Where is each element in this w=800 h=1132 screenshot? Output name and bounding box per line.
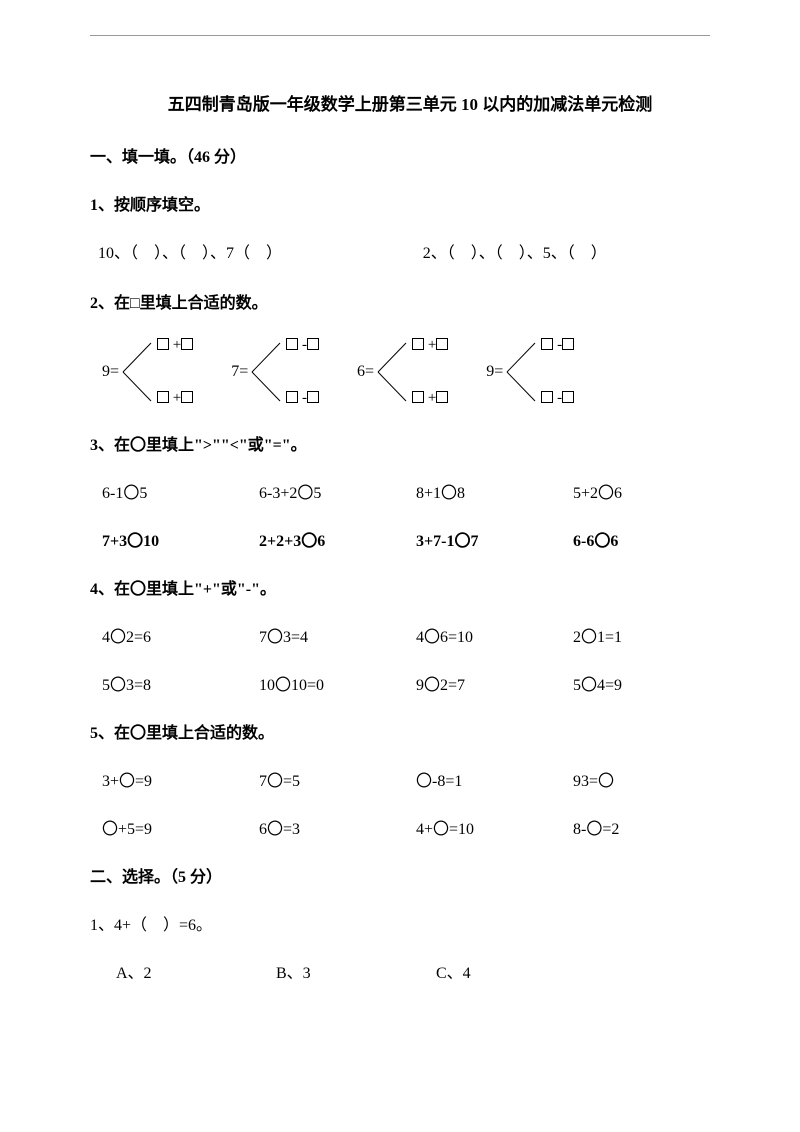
q4-r1-c2: 7〇3=4: [259, 623, 416, 647]
q2-branch-4-bot: -: [541, 390, 574, 407]
q4-heading: 4、在〇里填上"+"或"-"。: [90, 575, 730, 599]
q2-branch-2: 7= - -: [231, 337, 319, 407]
q2-branch-3-top: +: [412, 337, 448, 354]
q2-branch-1-bot: +: [157, 390, 193, 407]
q4-row1: 4〇2=6 7〇3=4 4〇6=10 2〇1=1: [102, 623, 730, 647]
q2-branch-3-bot: +: [412, 390, 448, 407]
q1-row: 10、（ ）、（ ）、7（ ） 2、（ ）、（ ）、5、（ ）: [90, 239, 730, 263]
q3-r2-c1: 7+3〇10: [102, 527, 259, 551]
q5-row1: 3+〇=9 7〇=5 〇-8=1 93=〇: [102, 767, 730, 791]
q4-r1-c4: 2〇1=1: [573, 623, 730, 647]
q2-branch-4-top: -: [541, 337, 574, 354]
q5-heading: 5、在〇里填上合适的数。: [90, 719, 730, 743]
mc1-options: A、2 B、3 C、4: [116, 959, 730, 983]
q2-branch-2-lhs: 7=: [231, 363, 250, 381]
mc1-heading: 1、4+（ ）=6。: [90, 911, 730, 935]
q2-branch-1-top: +: [157, 337, 193, 354]
q4-r2-c3: 9〇2=7: [416, 671, 573, 695]
mc1-opt-c: C、4: [436, 959, 596, 983]
q3-r1-c1: 6-1〇5: [102, 479, 259, 503]
q5-r1-c2: 7〇=5: [259, 767, 416, 791]
q1-left: 10、（ ）、（ ）、7（ ）: [90, 239, 423, 263]
branch-lines-icon: [505, 337, 539, 407]
section-1-heading: 一、填一填。（46 分）: [90, 143, 730, 167]
page-title: 五四制青岛版一年级数学上册第三单元 10 以内的加减法单元检测: [90, 90, 730, 115]
q3-r2-c3: 3+7-1〇7: [416, 527, 573, 551]
q2-branches: 9= + + 7= - - 6= + + 9=: [102, 337, 730, 407]
q1-right: 2、（ ）、（ ）、5、（ ）: [423, 239, 730, 263]
q1-heading: 1、按顺序填空。: [90, 191, 730, 215]
q3-row1: 6-1〇5 6-3+2〇5 8+1〇8 5+2〇6: [102, 479, 730, 503]
mc1-opt-a: A、2: [116, 959, 276, 983]
q5-r2-c3: 4+〇=10: [416, 815, 573, 839]
q4-r2-c1: 5〇3=8: [102, 671, 259, 695]
q3-r2-c4: 6-6〇6: [573, 527, 730, 551]
q2-branch-4-lhs: 9=: [486, 363, 505, 381]
q3-r2-c2: 2+2+3〇6: [259, 527, 416, 551]
q5-r2-c4: 8-〇=2: [573, 815, 730, 839]
q2-branch-1: 9= + +: [102, 337, 193, 407]
q2-branch-1-lhs: 9=: [102, 363, 121, 381]
q3-row2: 7+3〇10 2+2+3〇6 3+7-1〇7 6-6〇6: [102, 527, 730, 551]
q5-r2-c1: 〇+5=9: [102, 815, 259, 839]
q4-r1-c1: 4〇2=6: [102, 623, 259, 647]
page-top-rule: [90, 35, 710, 36]
q2-branch-4: 9= - -: [486, 337, 574, 407]
q5-r1-c3: 〇-8=1: [416, 767, 573, 791]
q2-branch-2-bot: -: [286, 390, 319, 407]
q3-r1-c2: 6-3+2〇5: [259, 479, 416, 503]
q4-row2: 5〇3=8 10〇10=0 9〇2=7 5〇4=9: [102, 671, 730, 695]
q2-heading: 2、在□里填上合适的数。: [90, 289, 730, 313]
q3-r1-c4: 5+2〇6: [573, 479, 730, 503]
section-2-heading: 二、选择。（5 分）: [90, 863, 730, 887]
q2-branch-2-top: -: [286, 337, 319, 354]
q5-r1-c1: 3+〇=9: [102, 767, 259, 791]
q5-r2-c2: 6〇=3: [259, 815, 416, 839]
q5-r1-c4: 93=〇: [573, 767, 730, 791]
q2-branch-3: 6= + +: [357, 337, 448, 407]
q2-branch-3-lhs: 6=: [357, 363, 376, 381]
q5-row2: 〇+5=9 6〇=3 4+〇=10 8-〇=2: [102, 815, 730, 839]
branch-lines-icon: [121, 337, 155, 407]
q4-r2-c2: 10〇10=0: [259, 671, 416, 695]
q4-r1-c3: 4〇6=10: [416, 623, 573, 647]
branch-lines-icon: [250, 337, 284, 407]
q3-heading: 3、在〇里填上">""<"或"="。: [90, 431, 730, 455]
mc1-opt-b: B、3: [276, 959, 436, 983]
branch-lines-icon: [376, 337, 410, 407]
q3-r1-c3: 8+1〇8: [416, 479, 573, 503]
q4-r2-c4: 5〇4=9: [573, 671, 730, 695]
